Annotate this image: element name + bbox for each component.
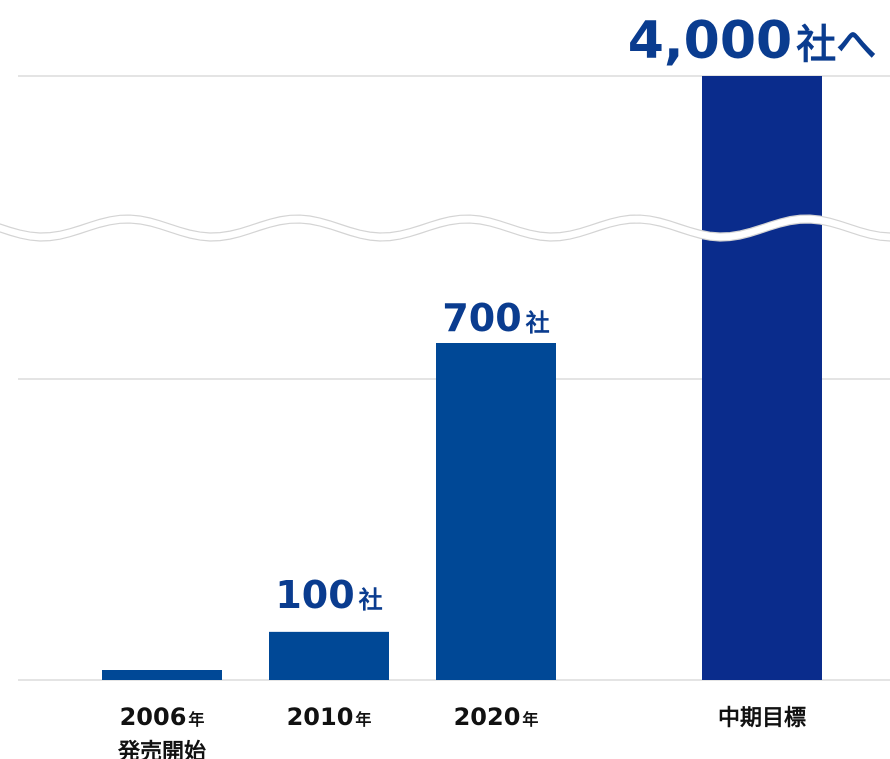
- bar: [269, 631, 389, 680]
- category-label: 発売開始: [117, 739, 206, 759]
- break-line-lower: [0, 222, 890, 242]
- category-label: 2020 年: [454, 703, 539, 731]
- value-labels: 100 社 700 社 4,000 社へ: [275, 11, 876, 617]
- value-label: 100 社: [275, 573, 382, 617]
- break-band: [0, 215, 890, 241]
- value-label: 4,000 社へ: [628, 11, 876, 71]
- break-line-upper: [0, 214, 890, 234]
- category-label: 中期目標: [718, 706, 806, 731]
- bars: [102, 76, 822, 680]
- axis-break: [0, 214, 890, 242]
- category-label: 2006 年: [120, 703, 205, 731]
- bar: [702, 76, 822, 680]
- category-label: 2010 年: [287, 703, 372, 731]
- bar: [436, 343, 556, 680]
- value-label: 700 社: [442, 296, 549, 340]
- bar: [102, 670, 222, 680]
